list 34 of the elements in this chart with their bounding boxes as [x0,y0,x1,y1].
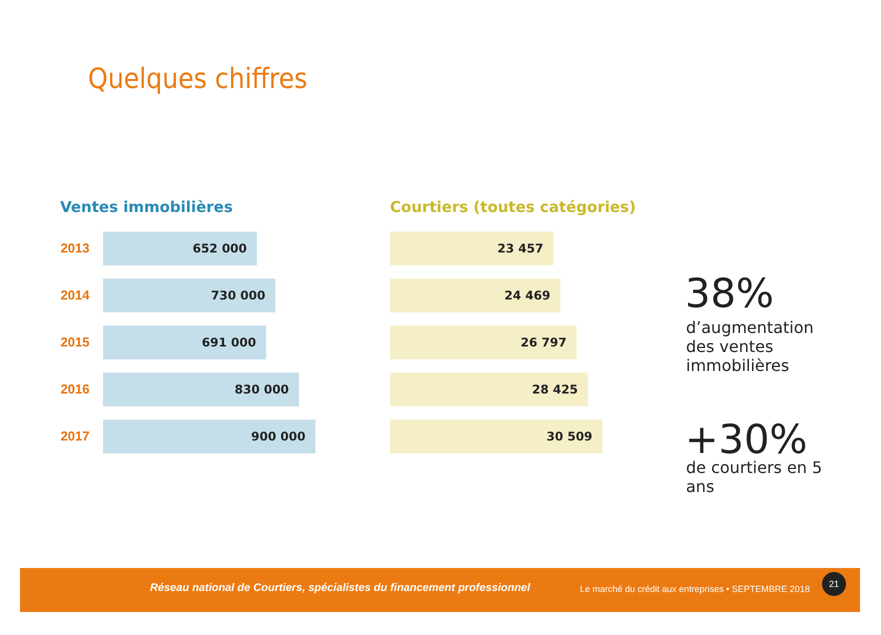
bar [103,232,257,266]
data-label: 26 797 [520,336,567,350]
chart-title: Ventes immobilières [60,198,233,216]
y-tick-label: 2017 [60,428,90,444]
bar [390,326,577,360]
text: Quelques chiffres [88,62,308,95]
bar [390,372,588,406]
y-tick-label: 2016 [60,382,90,396]
text: Le marché du crédit aux entreprises • SEPTEMBRE 2018 [580,584,810,594]
data-label: 23 457 [497,242,544,256]
bar [390,420,602,454]
data-label: 30 509 [546,430,592,444]
bar [103,326,266,360]
data-label: 830 000 [234,382,289,396]
bar [103,278,276,312]
y-tick-label: 2015 [60,334,90,350]
y-tick-label: 2014 [60,288,90,302]
bar [103,420,316,454]
bar [390,278,560,312]
data-label: 900 000 [251,430,306,444]
data-label: 28 425 [532,382,578,396]
data-label: 691 000 [202,336,256,350]
text: 38% [685,271,774,317]
data-label: 730 000 [211,288,266,302]
text: Réseau national de Courtiers, spécialistes du financement professionnel [150,582,530,594]
text: d’augmentation des ventes immobilières [686,318,815,375]
data-label: 652 000 [192,242,247,256]
data-label: 24 469 [504,288,550,302]
y-tick-label: 2013 [60,240,90,256]
text: 21 [822,572,846,596]
chart-title: Courtiers (toutes catégories) [390,198,636,216]
text: de courtiers en 5 ans [686,458,824,496]
bar [103,372,299,406]
bar [390,232,554,266]
